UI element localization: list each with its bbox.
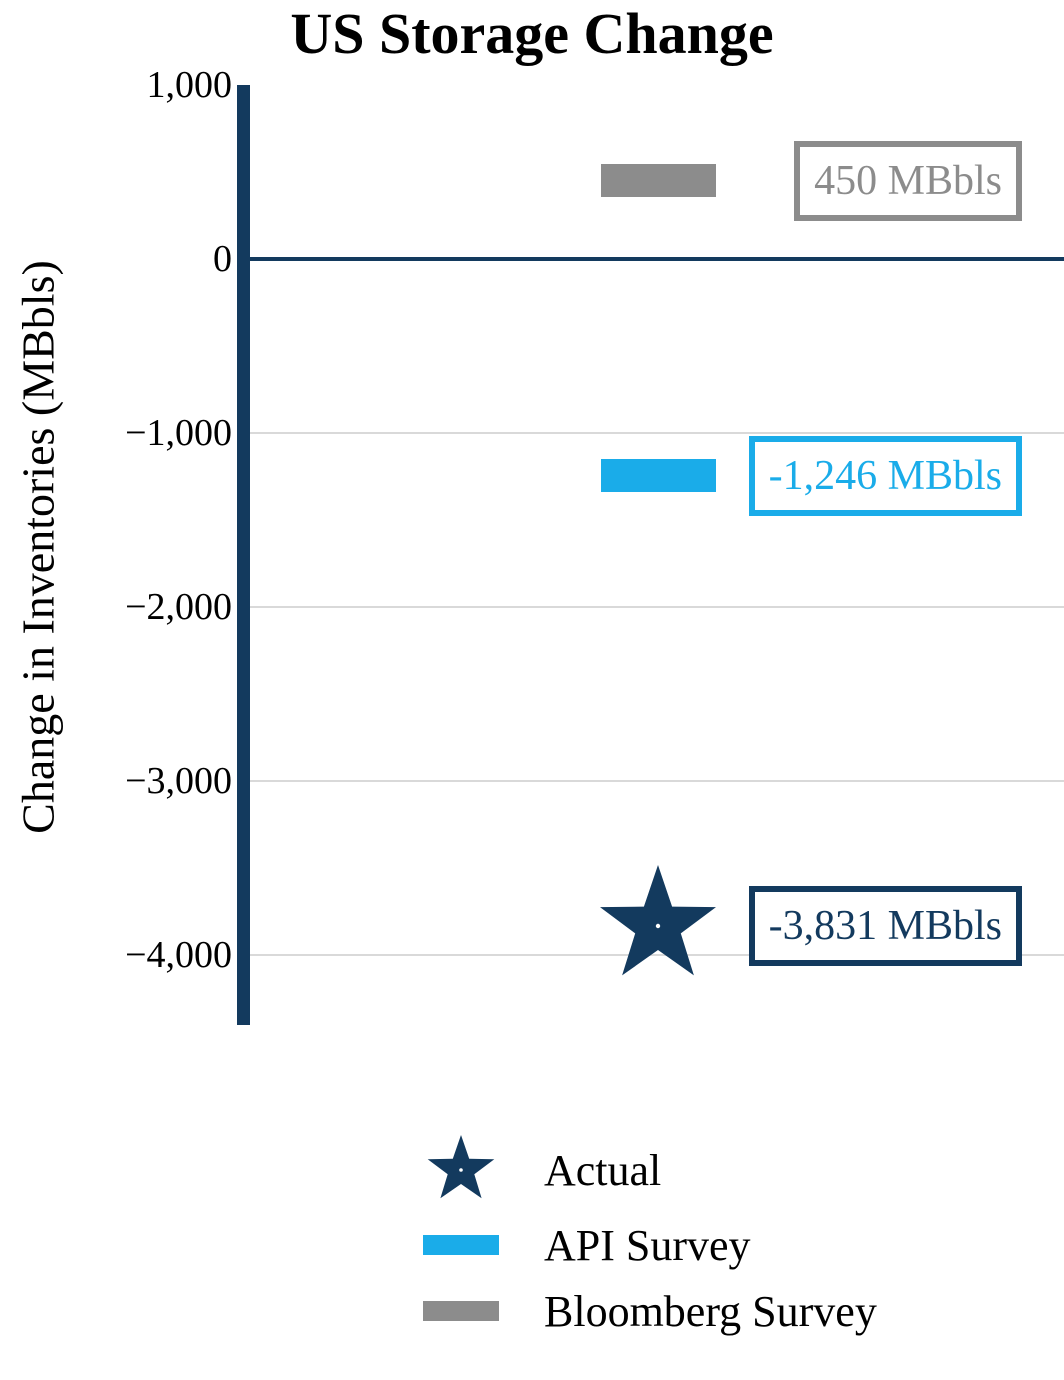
bar-mark-api-survey xyxy=(600,459,716,493)
legend-item-actual: Actual xyxy=(408,1128,877,1212)
legend-bar-icon xyxy=(408,1235,514,1255)
value-label-bloomberg-survey: 450 MBbls xyxy=(794,140,1022,221)
star-mark-actual xyxy=(600,864,716,975)
legend-bar-icon xyxy=(408,1301,514,1321)
bar-mark-bloomberg-survey xyxy=(600,164,716,198)
y-axis-spine xyxy=(237,85,250,1025)
y-tick-label: −2,000 xyxy=(125,586,232,628)
y-tick-label: −4,000 xyxy=(125,934,232,976)
legend: Actual API Survey Bloomberg Survey xyxy=(408,1128,877,1344)
gridline xyxy=(250,606,1064,608)
gridline xyxy=(250,954,1064,956)
y-tick-label: 1,000 xyxy=(146,64,233,106)
legend-star-glyph xyxy=(427,1135,495,1199)
legend-label: Actual xyxy=(544,1145,662,1195)
legend-bar-swatch xyxy=(423,1301,499,1321)
gridline xyxy=(250,780,1064,782)
y-tick-label: −1,000 xyxy=(125,412,232,454)
y-tick-label: 0 xyxy=(213,238,232,280)
value-label-actual: -3,831 MBbls xyxy=(748,885,1022,966)
legend-bar-swatch xyxy=(423,1235,499,1255)
legend-label: API Survey xyxy=(544,1220,751,1270)
legend-label: Bloomberg Survey xyxy=(544,1286,877,1336)
zero-line xyxy=(250,257,1064,261)
legend-item-api-survey: API Survey xyxy=(408,1212,877,1278)
value-label-api-survey: -1,246 MBbls xyxy=(748,435,1022,516)
gridline xyxy=(250,432,1064,434)
chart-title: US Storage Change xyxy=(290,1,774,66)
legend-item-bloomberg-survey: Bloomberg Survey xyxy=(408,1278,877,1344)
legend-star-icon xyxy=(408,1133,514,1207)
y-tick-label: −3,000 xyxy=(125,760,232,802)
